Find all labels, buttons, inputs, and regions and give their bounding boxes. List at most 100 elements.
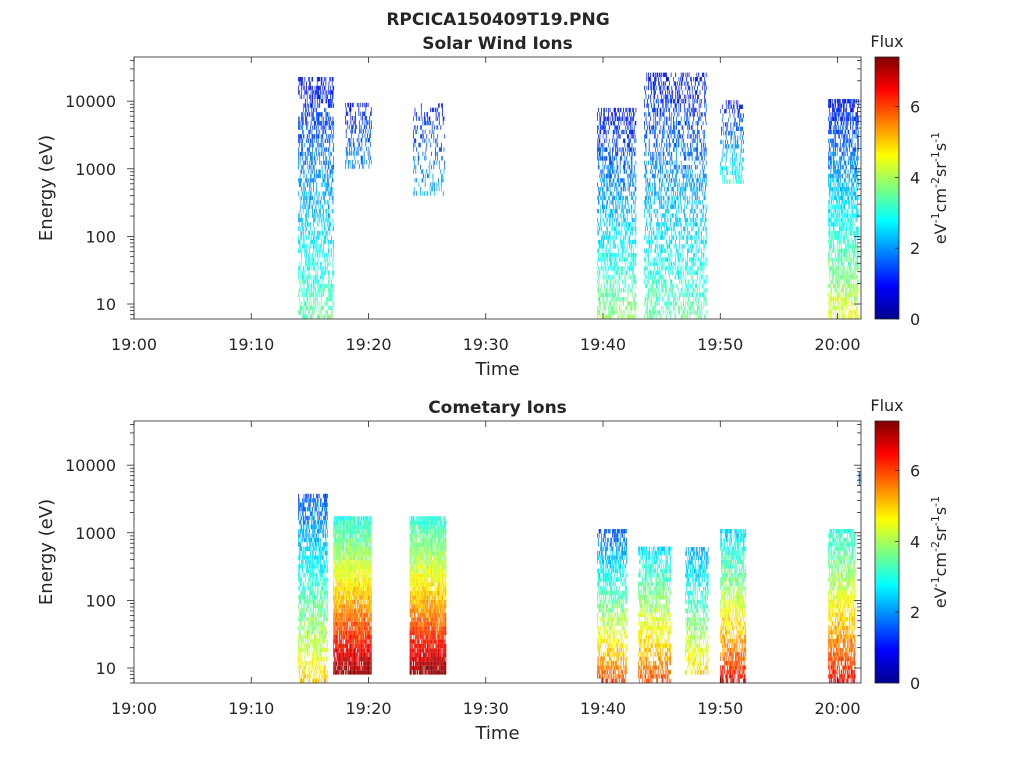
spectrogram-cell xyxy=(312,103,313,108)
spectrogram-cell xyxy=(305,195,306,201)
spectrogram-cell xyxy=(830,169,832,174)
spectrogram-cell xyxy=(623,288,625,293)
spectrogram-cell xyxy=(691,77,692,82)
spectrogram-cell xyxy=(301,134,303,139)
spectrogram-cell xyxy=(692,217,694,223)
spectrogram-cell xyxy=(324,178,325,183)
spectrogram-cell xyxy=(705,121,707,126)
spectrogram-cell xyxy=(836,107,838,113)
spectrogram-cell xyxy=(319,143,321,148)
spectrogram-cell xyxy=(828,173,829,179)
spectrogram-cell xyxy=(680,200,681,205)
spectrogram-cell xyxy=(734,109,736,114)
spectrogram-cell xyxy=(311,231,313,236)
spectrogram-cell xyxy=(306,138,307,143)
spectrogram-cell xyxy=(828,147,830,152)
spectrogram-cell xyxy=(311,239,313,245)
spectrogram-cell xyxy=(837,200,839,205)
spectrogram-cell xyxy=(836,169,838,174)
spectrogram-cell xyxy=(685,310,687,315)
spectrogram-cell xyxy=(313,288,314,293)
spectrogram-cell xyxy=(666,187,668,192)
spectrogram-cell xyxy=(424,120,426,126)
spectrogram-cell xyxy=(330,222,331,227)
spectrogram-cell xyxy=(413,156,414,161)
spectrogram-cell xyxy=(616,129,618,135)
spectrogram-cell xyxy=(416,178,417,183)
spectrogram-cell xyxy=(352,151,354,156)
spectrogram-cell xyxy=(702,270,704,275)
spectrogram-cell xyxy=(331,121,333,126)
spectrogram-cell xyxy=(633,279,634,284)
spectrogram-cell xyxy=(325,239,327,245)
spectrogram-cell xyxy=(671,204,673,209)
spectrogram-cell xyxy=(601,292,602,297)
spectrogram-cell xyxy=(658,231,659,236)
spectrogram-cell xyxy=(628,125,630,130)
spectrogram-cell xyxy=(646,160,648,165)
spectrogram-cell xyxy=(610,314,612,319)
spectrogram-cell xyxy=(688,85,690,91)
spectrogram-cell xyxy=(668,187,670,192)
spectrogram-cell xyxy=(671,226,673,231)
spectrogram-cell xyxy=(648,244,650,249)
spectrogram-cell xyxy=(651,288,652,293)
spectrogram-cell xyxy=(703,266,705,271)
spectrogram-cell xyxy=(611,305,612,311)
spectrogram-cell xyxy=(615,209,617,214)
spectrogram-cell xyxy=(666,72,667,77)
spectrogram-cell xyxy=(609,147,611,152)
spectrogram-cell xyxy=(670,72,672,77)
spectrogram-cell xyxy=(623,297,625,302)
spectrogram-cell xyxy=(679,297,681,302)
spectrogram-cell xyxy=(702,72,704,77)
spectrogram-cell xyxy=(676,244,677,249)
spectrogram-cell xyxy=(314,156,316,161)
spectrogram-cell xyxy=(705,187,706,192)
spectrogram-cell xyxy=(688,116,690,121)
spectrogram-cell xyxy=(828,310,830,315)
spectrogram-cell xyxy=(630,138,631,143)
spectrogram-cell xyxy=(647,182,648,187)
spectrogram-cell xyxy=(359,164,360,169)
spectrogram-cell xyxy=(654,248,655,253)
spectrogram-cell xyxy=(612,217,613,223)
spectrogram-cell xyxy=(608,121,609,126)
spectrogram-cell xyxy=(694,310,696,315)
spectrogram-cell xyxy=(676,151,677,157)
spectrogram-cell xyxy=(673,99,674,104)
spectrogram-cell xyxy=(676,270,678,275)
spectrogram-cell xyxy=(830,222,832,227)
spectrogram-cell xyxy=(695,235,697,240)
spectrogram-cell xyxy=(675,231,677,236)
spectrogram-cell xyxy=(309,248,310,253)
spectrogram-cell xyxy=(623,112,625,117)
spectrogram-cell xyxy=(701,165,703,170)
spectrogram-cell xyxy=(600,222,602,227)
spectrogram-cell xyxy=(675,94,677,99)
spectrogram-cell xyxy=(831,138,833,143)
spectrogram-cell xyxy=(668,226,670,231)
spectrogram-cell xyxy=(308,283,310,289)
spectrogram-cell xyxy=(358,133,360,138)
spectrogram-cell xyxy=(615,270,617,275)
spectrogram-cell xyxy=(835,169,836,174)
spectrogram-cell xyxy=(598,257,599,262)
spectrogram-cell xyxy=(653,288,655,293)
spectrogram-cell xyxy=(681,77,683,82)
spectrogram-cell xyxy=(319,99,321,104)
spectrogram-cell xyxy=(662,288,663,293)
spectrogram-cell xyxy=(624,143,626,148)
spectrogram-cell xyxy=(299,248,301,253)
spectrogram-cell xyxy=(617,226,619,231)
spectrogram-cell xyxy=(692,292,694,297)
spectrogram-cell xyxy=(689,257,691,262)
spectrogram-cell xyxy=(322,283,324,289)
spectrogram-cell xyxy=(306,244,307,249)
spectrogram-cell xyxy=(322,275,324,280)
spectrogram-cell xyxy=(701,85,703,91)
spectrogram-cell xyxy=(679,191,681,196)
spectrogram-cell xyxy=(739,135,741,140)
spectrogram-cell xyxy=(695,222,697,227)
spectrogram-cell xyxy=(600,195,602,201)
